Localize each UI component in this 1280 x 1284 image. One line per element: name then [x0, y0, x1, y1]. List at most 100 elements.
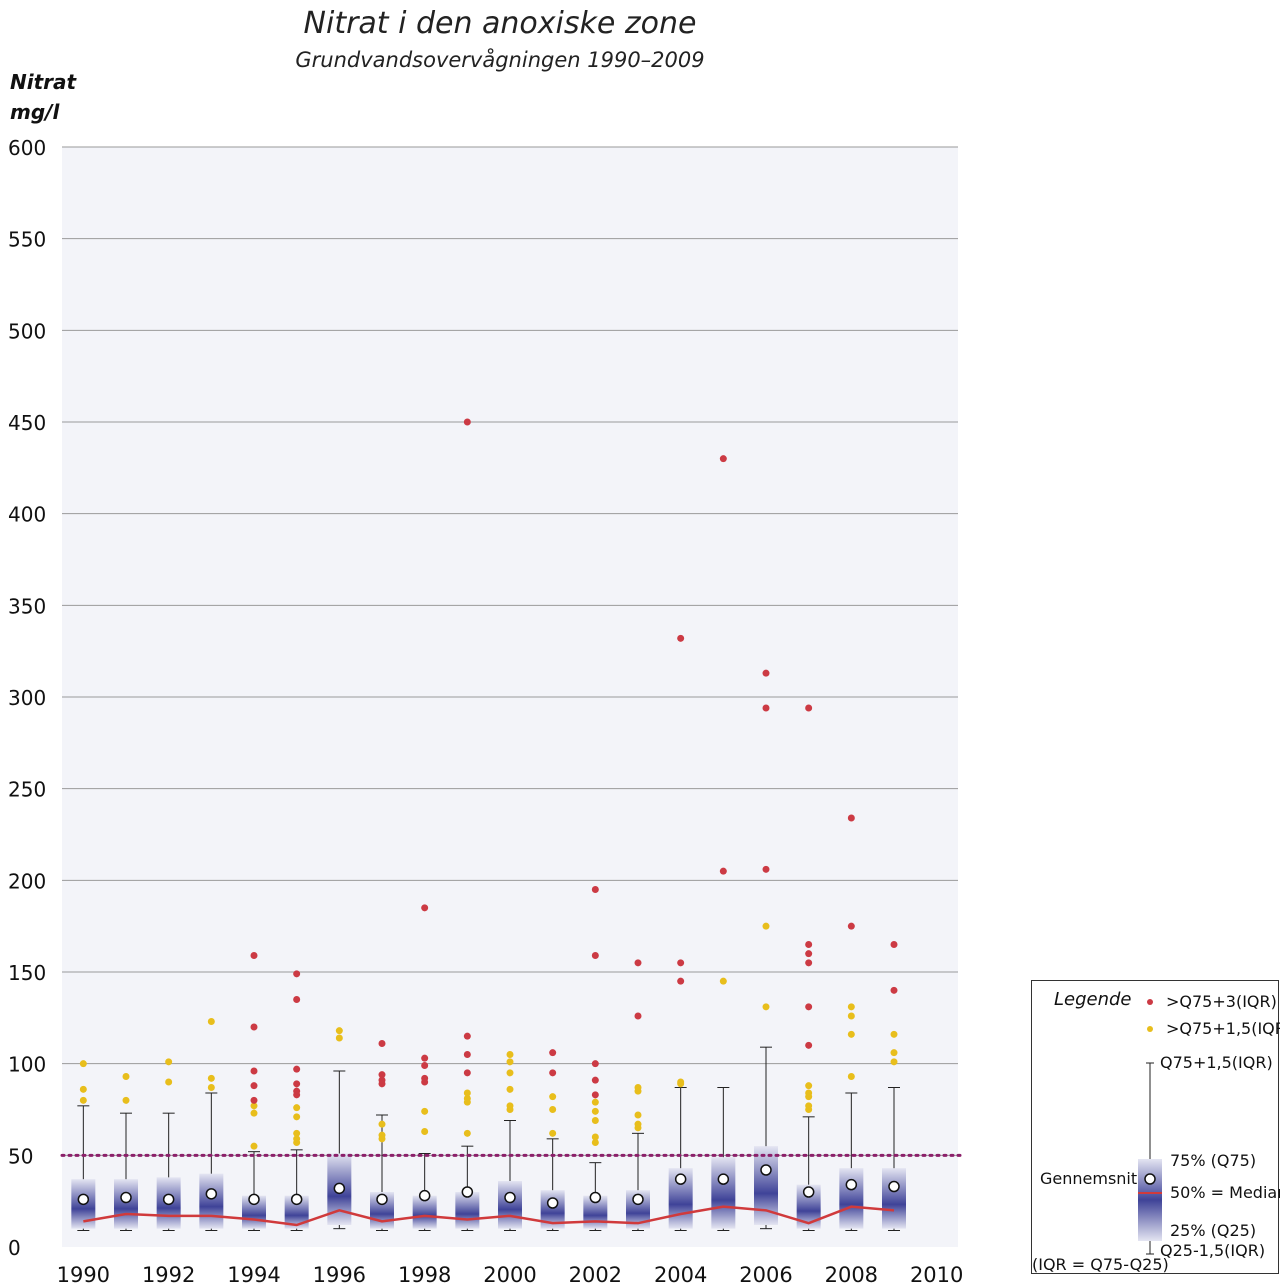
outlier-point: [890, 1030, 898, 1038]
outlier-point: [207, 1074, 215, 1082]
outlier-point: [463, 1129, 471, 1137]
extreme-point: [805, 959, 813, 967]
mean-marker: [461, 1186, 474, 1198]
extreme-point: [549, 1069, 557, 1077]
outlier-point: [463, 1095, 471, 1102]
y-tick-label: 300: [8, 686, 46, 710]
outlier-point: [250, 1109, 258, 1117]
outlier-point: [293, 1104, 301, 1112]
outlier-point: [549, 1106, 557, 1113]
extreme-point: [293, 1080, 301, 1088]
outlier-point: [549, 1093, 557, 1101]
outlier-point: [207, 1084, 215, 1091]
mean-marker: [888, 1180, 900, 1193]
extreme-point: [890, 986, 898, 994]
extreme-point: [421, 1054, 429, 1062]
extreme-point: [463, 1069, 471, 1077]
extreme-point: [250, 1096, 258, 1104]
x-tick-label: 1994: [227, 1263, 280, 1284]
outlier-point: [506, 1058, 514, 1066]
outlier-point: [165, 1078, 173, 1086]
extreme-point: [463, 1051, 471, 1058]
extreme-point: [250, 1067, 258, 1075]
outlier-point: [250, 1142, 258, 1150]
outlier-point: [293, 1113, 301, 1121]
y-tick-label: 250: [8, 778, 46, 802]
outlier-point: [79, 1085, 87, 1093]
extreme-point: [591, 1076, 599, 1084]
box: [114, 1179, 138, 1229]
box: [455, 1192, 480, 1229]
mean-marker: [589, 1191, 602, 1204]
outlier-point: [847, 1012, 855, 1020]
legend-q75-label: 75% (Q75): [1170, 1151, 1257, 1170]
box: [498, 1181, 522, 1229]
extreme-point: [677, 959, 685, 967]
extreme-point: [293, 970, 301, 978]
x-tick-label: 1998: [398, 1263, 451, 1284]
legend-box: [1138, 1159, 1162, 1241]
outlier-point: [591, 1098, 599, 1106]
outlier-point: [847, 1030, 855, 1038]
outlier-point: [762, 1003, 770, 1011]
outlier-point: [506, 1102, 514, 1110]
x-tick-label: 2006: [739, 1263, 792, 1284]
y-tick-label: 50: [8, 1144, 33, 1168]
extreme-point: [549, 1049, 557, 1057]
y-tick-label: 350: [8, 594, 46, 618]
outlier-point: [634, 1120, 642, 1128]
outlier-point: [207, 1018, 215, 1025]
chart-title: Nitrat i den anoxiske zone: [303, 6, 697, 41]
outlier-point: [335, 1027, 343, 1035]
extreme-point: [591, 952, 599, 959]
outlier-point: [165, 1058, 173, 1066]
extreme-point: [719, 455, 727, 463]
mean-marker: [120, 1191, 132, 1204]
outlier-point: [847, 1073, 855, 1080]
legend-outlier-label: >Q75+1,5(IQR): [1166, 1019, 1280, 1038]
mean-marker: [717, 1173, 730, 1185]
extreme-point: [463, 1032, 471, 1040]
extreme-point: [762, 865, 770, 873]
outlier-point: [847, 1003, 855, 1011]
x-tick-label: 1992: [142, 1263, 195, 1284]
mean-marker: [674, 1173, 687, 1185]
x-tick-label: 1996: [313, 1263, 366, 1284]
extreme-point: [250, 952, 258, 959]
y-tick-label: 600: [8, 136, 46, 160]
mean-marker: [248, 1193, 260, 1206]
outlier-point: [549, 1129, 557, 1137]
outlier-points: [77, 418, 900, 1209]
extreme-point: [591, 1060, 599, 1068]
outlier-point: [79, 1096, 87, 1104]
outlier-point: [293, 1129, 301, 1137]
x-tick-label: 2008: [825, 1263, 878, 1284]
outlier-point: [421, 1128, 429, 1135]
extreme-point: [293, 1087, 301, 1095]
y-tick-label: 450: [8, 411, 46, 435]
extreme-point: [293, 1065, 301, 1073]
mean-marker: [845, 1178, 858, 1191]
median-line: [83, 1205, 895, 1227]
y-tick-label: 0: [8, 1236, 21, 1260]
extreme-point: [677, 634, 685, 642]
legend-whisker-high-label: Q75+1,5(IQR): [1160, 1053, 1273, 1072]
chart-subtitle: Grundvandsovervågningen 1990–2009: [295, 48, 705, 72]
x-tick-label: 2004: [654, 1263, 707, 1284]
x-tick-label: 2000: [483, 1263, 536, 1284]
legend-whisker-low-label: Q25-1,5(IQR): [1160, 1241, 1266, 1260]
legend-extreme-marker: [1147, 999, 1153, 1005]
y-tick-label: 500: [8, 319, 46, 343]
outlier-point: [634, 1084, 642, 1091]
mean-marker: [546, 1197, 559, 1209]
legend-outlier-marker: [1147, 1026, 1153, 1032]
outlier-point: [378, 1131, 386, 1139]
extreme-point: [378, 1076, 386, 1084]
outlier-point: [421, 1107, 429, 1115]
outlier-point: [591, 1107, 599, 1115]
extreme-point: [591, 886, 599, 893]
extreme-point: [421, 1062, 429, 1069]
extreme-point: [762, 669, 770, 677]
extreme-point: [591, 1091, 599, 1099]
extreme-point: [634, 1012, 642, 1020]
